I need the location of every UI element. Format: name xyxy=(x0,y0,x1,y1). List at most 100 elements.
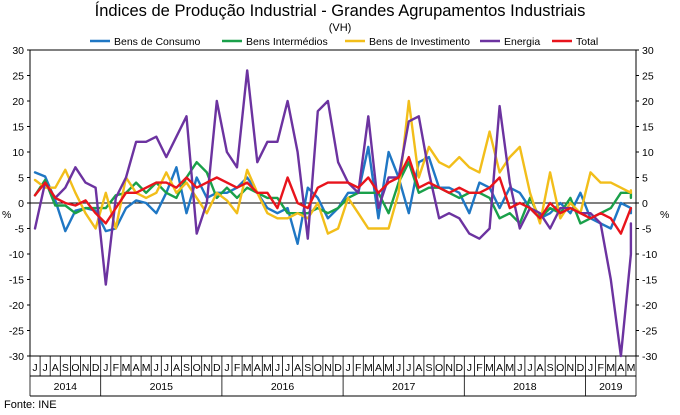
y-tick-label-right: 10 xyxy=(642,147,654,159)
x-month-label: M xyxy=(122,362,131,374)
x-month-label: N xyxy=(203,362,211,374)
y-tick-label-right: -30 xyxy=(642,351,657,363)
x-year-label: 2015 xyxy=(150,381,174,393)
x-month-label: M xyxy=(142,362,151,374)
x-month-label: S xyxy=(62,362,69,374)
x-month-label: A xyxy=(617,362,624,374)
x-month-label: J xyxy=(275,362,280,374)
chart-subtitle: (VH) xyxy=(328,22,352,34)
legend-label: Total xyxy=(576,36,598,48)
x-month-label: A xyxy=(294,362,301,374)
x-year-label: 2018 xyxy=(513,381,537,393)
x-month-label: O xyxy=(314,362,322,374)
y-tick-label-right: -15 xyxy=(642,275,657,287)
x-month-label: M xyxy=(243,362,252,374)
y-tick-label-left: 5 xyxy=(18,173,24,185)
chart-title: Índices de Produção Industrial - Grandes… xyxy=(94,2,586,20)
y-tick-label-right: -20 xyxy=(642,300,657,312)
x-month-label: A xyxy=(254,362,261,374)
x-month-label: D xyxy=(455,362,463,374)
y-tick-label-left: 20 xyxy=(12,96,24,108)
x-month-label: A xyxy=(537,362,544,374)
x-month-label: D xyxy=(577,362,585,374)
x-month-label: M xyxy=(606,362,615,374)
x-month-label: M xyxy=(627,362,636,374)
x-month-label: J xyxy=(517,362,522,374)
y-tick-label-left: 15 xyxy=(12,122,24,134)
source-note: Fonte: INE xyxy=(4,399,57,411)
y-tick-label-right: -25 xyxy=(642,326,657,338)
x-month-label: J xyxy=(103,362,108,374)
y-tick-label-left: -30 xyxy=(9,351,24,363)
x-month-label: A xyxy=(415,362,422,374)
x-month-label: S xyxy=(425,362,432,374)
x-year-label: 2017 xyxy=(392,381,416,393)
x-month-label: F xyxy=(234,362,240,374)
x-month-label: N xyxy=(567,362,575,374)
x-month-label: M xyxy=(263,362,272,374)
legend-label: Bens de Investimento xyxy=(369,36,470,48)
x-month-label: A xyxy=(52,362,59,374)
x-month-label: J xyxy=(346,362,351,374)
y-tick-label-left: -20 xyxy=(9,300,24,312)
y-tick-label-left: 0 xyxy=(18,198,24,210)
y-tick-label-right: 15 xyxy=(642,122,654,134)
x-month-label: A xyxy=(496,362,503,374)
x-year-label: 2014 xyxy=(54,381,78,393)
x-month-label: D xyxy=(334,362,342,374)
y-tick-label-right: 0 xyxy=(642,198,648,210)
y-tick-label-left: 10 xyxy=(12,147,24,159)
x-month-label: N xyxy=(324,362,332,374)
legend-label: Bens de Consumo xyxy=(114,36,201,48)
x-month-label: N xyxy=(445,362,453,374)
x-month-label: J xyxy=(32,362,37,374)
legend-label: Energia xyxy=(504,36,540,48)
x-month-label: J xyxy=(467,362,472,374)
x-month-label: S xyxy=(304,362,311,374)
x-month-label: J xyxy=(588,362,593,374)
x-month-label: J xyxy=(224,362,229,374)
x-month-label: F xyxy=(113,362,119,374)
x-month-label: O xyxy=(435,362,443,374)
x-month-label: A xyxy=(133,362,140,374)
x-month-label: J xyxy=(406,362,411,374)
x-year-label: 2016 xyxy=(271,381,295,393)
x-month-label: F xyxy=(597,362,603,374)
y-tick-label-right: 5 xyxy=(642,173,648,185)
x-month-label: D xyxy=(213,362,221,374)
x-month-label: J xyxy=(527,362,532,374)
y-tick-label-right: 25 xyxy=(642,71,654,83)
x-month-label: F xyxy=(355,362,361,374)
x-month-label: S xyxy=(547,362,554,374)
legend-label: Bens Intermédios xyxy=(246,36,328,48)
x-month-label: O xyxy=(193,362,201,374)
x-month-label: M xyxy=(505,362,514,374)
y-tick-label-right: -5 xyxy=(642,224,651,236)
series-line-total xyxy=(33,155,633,235)
x-month-label: O xyxy=(71,362,79,374)
y-tick-label-right: 20 xyxy=(642,96,654,108)
series-line-energia xyxy=(33,69,633,358)
x-month-label: N xyxy=(82,362,90,374)
y-axis-label-left: % xyxy=(2,209,11,221)
x-month-label: A xyxy=(173,362,180,374)
x-month-label: J xyxy=(396,362,401,374)
x-month-label: O xyxy=(556,362,564,374)
y-axis-label-right: % xyxy=(660,209,669,221)
x-month-label: A xyxy=(375,362,382,374)
y-tick-label-left: -15 xyxy=(9,275,24,287)
x-month-label: M xyxy=(485,362,494,374)
y-tick-label-right: 30 xyxy=(642,45,654,57)
y-tick-label-left: -10 xyxy=(9,249,24,261)
x-month-label: J xyxy=(43,362,48,374)
x-month-label: J xyxy=(164,362,169,374)
y-tick-label-right: -10 xyxy=(642,249,657,261)
x-month-label: J xyxy=(154,362,159,374)
x-month-label: D xyxy=(92,362,100,374)
y-tick-label-left: 25 xyxy=(12,71,24,83)
y-tick-label-left: -25 xyxy=(9,326,24,338)
x-month-label: F xyxy=(476,362,482,374)
y-tick-label-left: -5 xyxy=(15,224,24,236)
x-month-label: M xyxy=(364,362,373,374)
